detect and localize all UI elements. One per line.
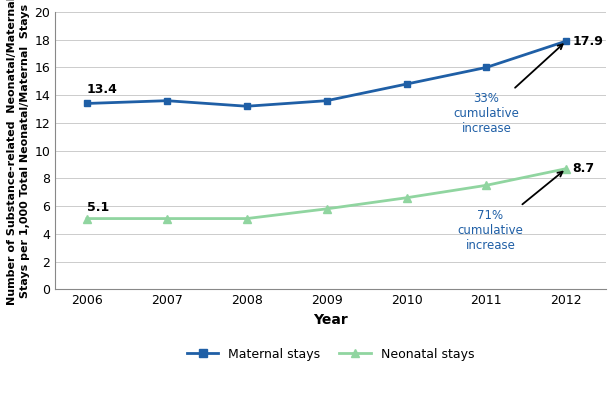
Maternal stays — [83, 101, 90, 106]
Line: Maternal stays: Maternal stays — [84, 38, 569, 110]
Y-axis label: Number of Substance-related  Neonatal/Maternal
Stays per 1,000 Total Neonatal/Ma: Number of Substance-related Neonatal/Mat… — [7, 0, 30, 305]
Neonatal stays — [163, 216, 170, 221]
Maternal stays — [483, 65, 490, 70]
Legend: Maternal stays, Neonatal stays: Maternal stays, Neonatal stays — [182, 343, 479, 366]
Neonatal stays — [563, 166, 570, 171]
Text: 8.7: 8.7 — [573, 162, 595, 175]
Text: 71%
cumulative
increase: 71% cumulative increase — [458, 172, 563, 252]
Text: 13.4: 13.4 — [87, 83, 118, 96]
Maternal stays — [563, 38, 570, 43]
Text: 33%
cumulative
increase: 33% cumulative increase — [453, 44, 563, 135]
Maternal stays — [403, 82, 410, 87]
Maternal stays — [243, 104, 250, 109]
Text: 17.9: 17.9 — [573, 35, 603, 47]
Neonatal stays — [83, 216, 90, 221]
Text: 5.1: 5.1 — [87, 201, 109, 214]
Neonatal stays — [403, 196, 410, 200]
Maternal stays — [323, 98, 330, 103]
Maternal stays — [163, 98, 170, 103]
Line: Neonatal stays: Neonatal stays — [83, 164, 571, 223]
Neonatal stays — [323, 207, 330, 211]
Neonatal stays — [243, 216, 250, 221]
Neonatal stays — [483, 183, 490, 188]
X-axis label: Year: Year — [313, 313, 348, 327]
